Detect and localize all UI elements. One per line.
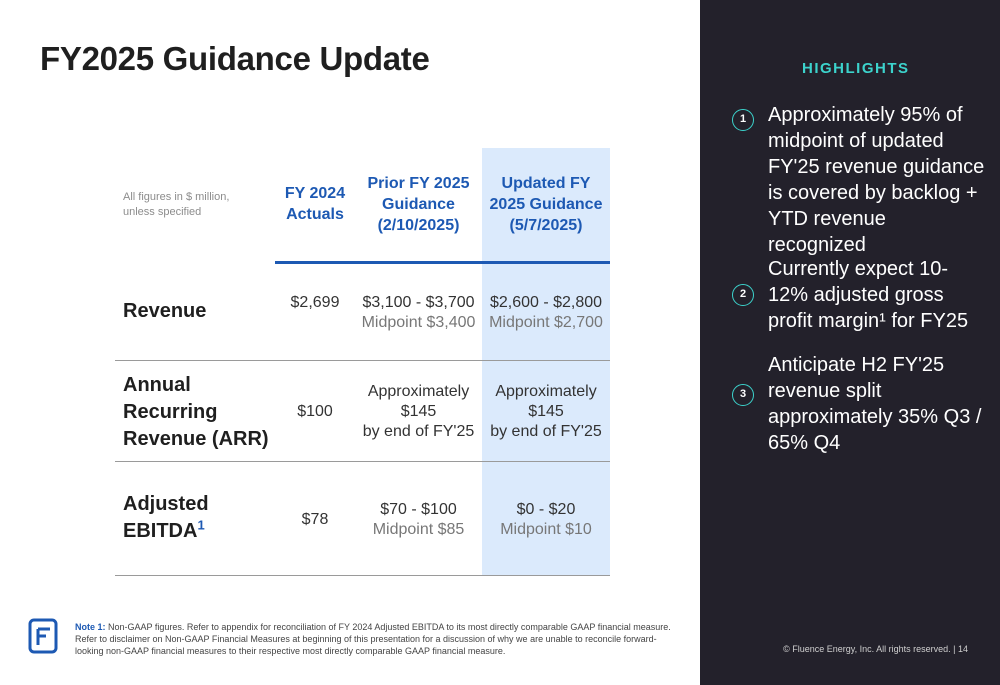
row-label-line: Recurring [123,401,218,423]
row-label-line: Revenue (ARR) [123,428,269,450]
cell-line: $2,600 - $2,800 [489,294,603,311]
cell-ebitda-prior: $70 - $100 Midpoint $85 [355,500,482,540]
row-label-line: Annual [123,374,191,396]
cell-midpoint: Midpoint $10 [500,521,592,538]
highlights-panel: HIGHLIGHTS 1 Approximately 95% of midpoi… [700,0,1000,685]
row-label-text: EBITDA [123,520,198,542]
highlight-item-2: Currently expect 10-12% adjusted gross p… [768,258,969,332]
units-note: All figures in $ million, unless specifi… [123,191,230,218]
cell-line: $3,100 - $3,700 [362,294,475,311]
column-header-line: Updated FY [501,175,591,192]
cell-line: $70 - $100 [380,501,457,518]
cell-midpoint: Midpoint $85 [372,521,465,538]
column-header-line: (2/10/2025) [377,217,460,234]
column-header-prior: Prior FY 2025 Guidance (2/10/2025) [355,173,482,236]
column-header-line: Actuals [286,206,344,223]
highlight-number-2: 2 [732,284,754,306]
footnote-label: Note 1: [75,622,106,632]
row-label-arr: Annual Recurring Revenue (ARR) [123,372,269,453]
cell-line: $0 - $20 [516,501,576,518]
updated-column-highlight [482,148,610,576]
row-label-revenue: Revenue [123,300,207,322]
cell-line: by end of FY'25 [362,423,475,440]
cell-arr-updated: Approximately $145 by end of FY'25 [482,382,610,442]
cell-line: Approximately [367,383,470,400]
cell-revenue-prior: $3,100 - $3,700 Midpoint $3,400 [355,293,482,333]
cell-line: by end of FY'25 [490,423,602,440]
column-header-updated: Updated FY 2025 Guidance (5/7/2025) [482,173,610,236]
row-label-line-with-footnote: EBITDA1 [123,518,209,545]
guidance-table: All figures in $ million, unless specifi… [115,148,610,576]
highlight-number-3: 3 [732,384,754,406]
column-header-line: FY 2024 [284,185,346,202]
header-divider [275,261,610,264]
cell-midpoint: Midpoint $3,400 [361,314,476,331]
footnote-marker: 1 [197,517,205,533]
highlight-number-1: 1 [732,109,754,131]
column-header-line: 2025 Guidance [489,196,603,213]
cell-arr-prior: Approximately $145 by end of FY'25 [355,382,482,442]
cell-line: Approximately [495,383,597,400]
column-header-line: Prior FY 2025 [367,175,470,192]
row-label-ebitda: Adjusted EBITDA1 [123,491,209,545]
footnote-text: Non-GAAP figures. Refer to appendix for … [75,622,671,656]
cell-arr-fy2024: $100 [297,403,333,420]
fluence-logo-icon [28,618,58,654]
page-title: FY2025 Guidance Update [40,40,430,77]
column-header-line: Guidance [382,196,455,213]
highlight-item-1: Approximately 95% of midpoint of updated… [768,104,985,256]
column-header-fy2024: FY 2024 Actuals [275,183,355,225]
cell-ebitda-fy2024: $78 [301,511,329,528]
cell-line: $145 [400,403,437,420]
row-divider [115,461,610,462]
footnote: Note 1: Non-GAAP figures. Refer to appen… [75,621,675,657]
column-header-line: (5/7/2025) [509,217,583,234]
cell-revenue-fy2024: $2,699 [290,294,340,311]
cell-line: $145 [528,403,564,420]
row-label-line: Adjusted [123,493,209,515]
row-divider [115,360,610,361]
cell-midpoint: Midpoint $2,700 [489,314,603,331]
highlights-title: HIGHLIGHTS [802,60,910,77]
cell-revenue-updated: $2,600 - $2,800 Midpoint $2,700 [482,293,610,333]
cell-ebitda-updated: $0 - $20 Midpoint $10 [482,500,610,540]
copyright: © Fluence Energy, Inc. All rights reserv… [783,644,968,654]
highlight-item-3: Anticipate H2 FY'25 revenue split approx… [768,354,982,454]
row-divider [115,575,610,576]
